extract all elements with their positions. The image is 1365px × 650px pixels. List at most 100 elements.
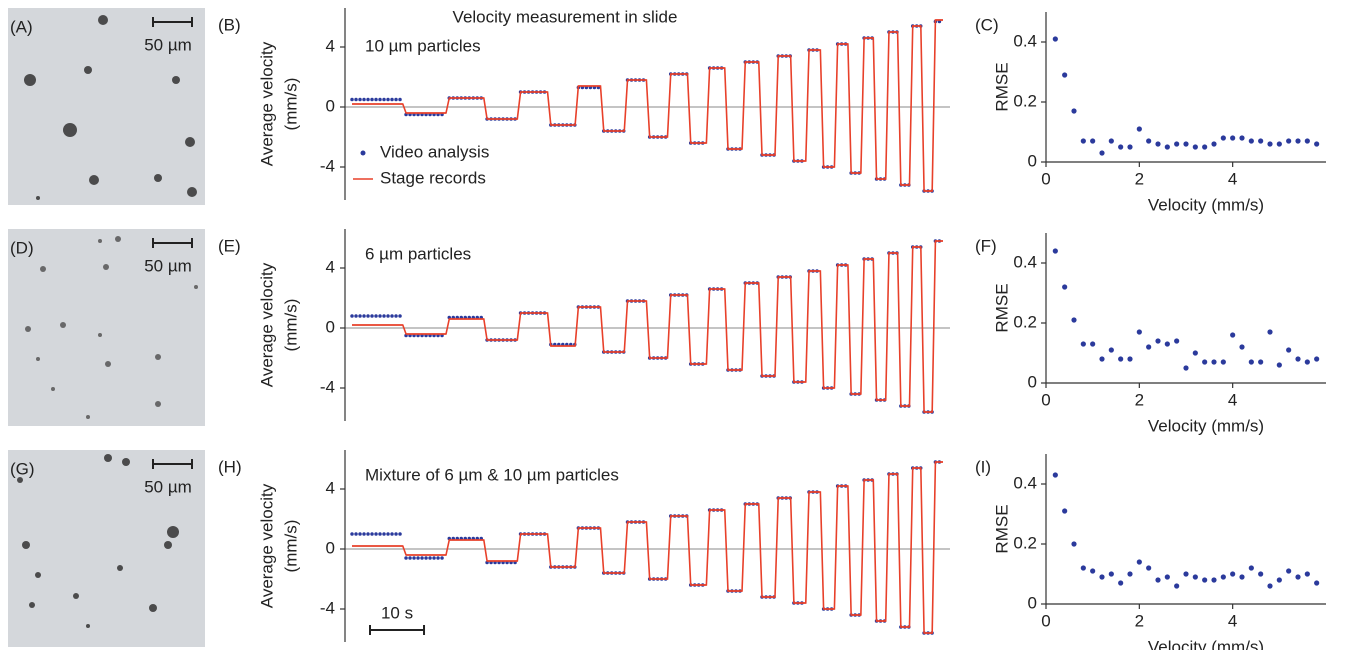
rmse-point (1127, 571, 1133, 577)
rmse-point (1220, 359, 1226, 365)
micrograph (8, 8, 205, 205)
rmse-point (1136, 559, 1142, 565)
rmse-point (1248, 138, 1254, 144)
y-axis-label: (mm/s) (281, 520, 300, 573)
legend-swatch (360, 150, 366, 156)
x-tick-label: 4 (1228, 169, 1237, 188)
x-axis-label: Velocity (mm/s) (1148, 195, 1264, 214)
rmse-point (1230, 571, 1236, 577)
rmse-point (1108, 571, 1114, 577)
rmse-point (1052, 472, 1058, 478)
particle (63, 123, 77, 137)
rmse-point (1192, 574, 1198, 580)
x-tick-label: 0 (1041, 390, 1050, 409)
particle (35, 572, 41, 578)
annotation: Mixture of 6 µm & 10 µm particles (365, 465, 619, 484)
y-tick-label: 0 (326, 96, 335, 115)
rmse-point (1304, 359, 1310, 365)
rmse-point (1062, 508, 1068, 514)
scale-bar-label: 50 µm (144, 256, 192, 275)
rmse-point (1118, 144, 1124, 150)
rmse-point (1239, 574, 1245, 580)
y-tick-label: -4 (320, 156, 335, 175)
rmse-point (1090, 568, 1096, 574)
particle (51, 387, 55, 391)
rmse-point (1080, 138, 1086, 144)
rmse-point (1192, 350, 1198, 356)
rmse-point (1080, 341, 1086, 347)
particle (86, 624, 90, 628)
rmse-point (1052, 248, 1058, 254)
particle (36, 196, 40, 200)
rmse-point (1099, 150, 1105, 156)
panel-label: (F) (975, 236, 997, 255)
y-tick-label: 0 (1028, 151, 1037, 170)
particle (103, 264, 109, 270)
rmse-point (1286, 138, 1292, 144)
particle (117, 565, 123, 571)
particle (187, 187, 197, 197)
y-tick-label: 0.4 (1013, 31, 1037, 50)
particle (154, 174, 162, 182)
particle (86, 415, 90, 419)
particle (60, 322, 66, 328)
rmse-point (1090, 341, 1096, 347)
particle (185, 137, 195, 147)
particle (40, 266, 46, 272)
particle (155, 354, 161, 360)
y-tick-label: 0.4 (1013, 252, 1037, 271)
y-axis-label: RMSE (992, 62, 1011, 111)
rmse-point (1108, 347, 1114, 353)
scale-bar-label: 50 µm (144, 477, 192, 496)
panel-label: (I) (975, 457, 991, 476)
panel-label: (B) (218, 15, 241, 34)
micrograph (8, 229, 205, 426)
rmse-point (1080, 565, 1086, 571)
x-axis-label: Velocity (mm/s) (1148, 637, 1264, 650)
particle (122, 458, 130, 466)
annotation: 10 µm particles (365, 36, 481, 55)
particle (98, 333, 102, 337)
micrograph (8, 450, 205, 647)
rmse-point (1183, 571, 1189, 577)
rmse-point (1295, 356, 1301, 362)
rmse-point (1314, 141, 1320, 147)
y-tick-label: 0.2 (1013, 312, 1037, 331)
y-axis-label: Average velocity (257, 262, 276, 387)
particle (104, 454, 112, 462)
particle (115, 236, 121, 242)
rmse-point (1174, 141, 1180, 147)
rmse-point (1118, 356, 1124, 362)
rmse-point (1258, 359, 1264, 365)
rmse-point (1276, 141, 1282, 147)
particle (84, 66, 92, 74)
rmse-point (1248, 359, 1254, 365)
y-tick-label: 4 (326, 257, 335, 276)
rmse-point (1314, 356, 1320, 362)
particle (164, 541, 172, 549)
rmse-point (1267, 329, 1273, 335)
chart-title: Velocity measurement in slide (453, 7, 678, 26)
particle (29, 602, 35, 608)
rmse-point (1174, 338, 1180, 344)
particle (194, 285, 198, 289)
rmse-point (1155, 577, 1161, 583)
annotation: 6 µm particles (365, 244, 471, 263)
rmse-point (1192, 144, 1198, 150)
rmse-point (1220, 574, 1226, 580)
scale-bar-label: 50 µm (144, 35, 192, 54)
particle (167, 526, 179, 538)
scale-bar-label: 10 s (381, 603, 413, 622)
legend-label: Stage records (380, 168, 486, 187)
rmse-point (1239, 344, 1245, 350)
rmse-point (1276, 577, 1282, 583)
rmse-point (1127, 356, 1133, 362)
particle (36, 357, 40, 361)
rmse-point (1202, 577, 1208, 583)
rmse-point (1286, 347, 1292, 353)
rmse-point (1164, 144, 1170, 150)
rmse-point (1248, 565, 1254, 571)
rmse-point (1155, 338, 1161, 344)
rmse-point (1295, 138, 1301, 144)
panel-label: (A) (10, 17, 33, 36)
